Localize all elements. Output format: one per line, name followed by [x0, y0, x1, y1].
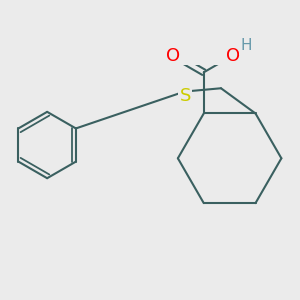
Text: O: O	[166, 47, 180, 65]
Text: H: H	[241, 38, 252, 53]
Text: S: S	[179, 87, 191, 105]
Text: O: O	[226, 47, 240, 65]
